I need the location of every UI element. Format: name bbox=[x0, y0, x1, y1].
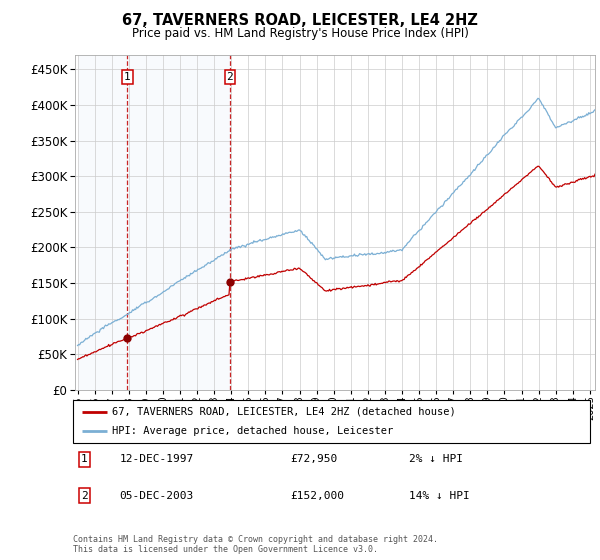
Text: 1: 1 bbox=[124, 72, 131, 82]
Text: 2: 2 bbox=[227, 72, 233, 82]
Text: £72,950: £72,950 bbox=[290, 454, 337, 464]
FancyBboxPatch shape bbox=[73, 400, 590, 443]
Text: 2% ↓ HPI: 2% ↓ HPI bbox=[409, 454, 463, 464]
Text: 14% ↓ HPI: 14% ↓ HPI bbox=[409, 491, 470, 501]
Text: Price paid vs. HM Land Registry's House Price Index (HPI): Price paid vs. HM Land Registry's House … bbox=[131, 27, 469, 40]
Text: 2: 2 bbox=[81, 491, 88, 501]
Text: HPI: Average price, detached house, Leicester: HPI: Average price, detached house, Leic… bbox=[112, 426, 393, 436]
Text: Contains HM Land Registry data © Crown copyright and database right 2024.
This d: Contains HM Land Registry data © Crown c… bbox=[73, 535, 438, 554]
Bar bbox=[77, 55, 127, 390]
Text: 67, TAVERNERS ROAD, LEICESTER, LE4 2HZ (detached house): 67, TAVERNERS ROAD, LEICESTER, LE4 2HZ (… bbox=[112, 407, 455, 417]
Text: 1: 1 bbox=[81, 454, 88, 464]
Text: 05-DEC-2003: 05-DEC-2003 bbox=[119, 491, 194, 501]
Text: 12-DEC-1997: 12-DEC-1997 bbox=[119, 454, 194, 464]
Text: 67, TAVERNERS ROAD, LEICESTER, LE4 2HZ: 67, TAVERNERS ROAD, LEICESTER, LE4 2HZ bbox=[122, 13, 478, 28]
Bar bbox=[127, 55, 230, 390]
Text: £152,000: £152,000 bbox=[290, 491, 344, 501]
